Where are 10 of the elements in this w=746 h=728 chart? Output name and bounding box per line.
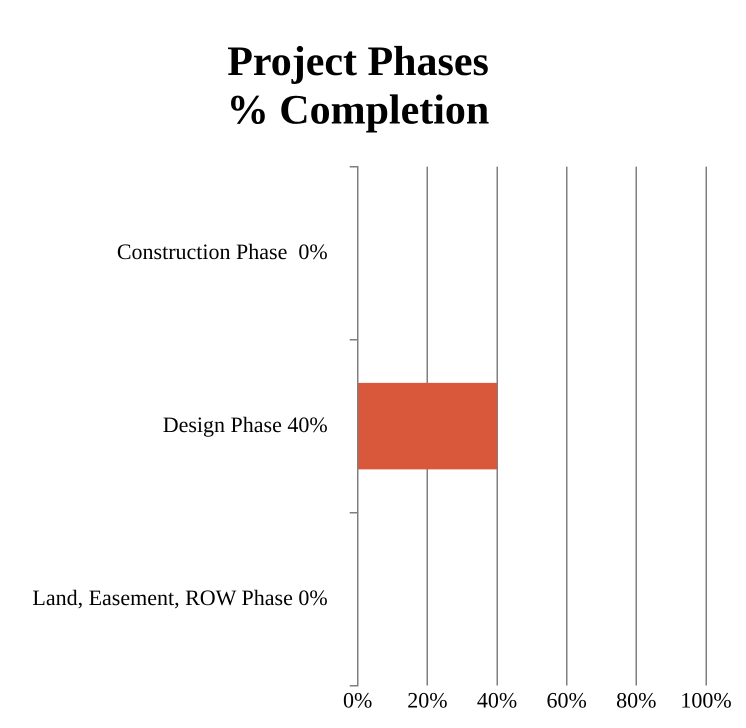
x-tick-label: 60% xyxy=(546,688,587,713)
x-tick-label: 40% xyxy=(476,688,518,713)
x-tick-label: 20% xyxy=(407,688,448,713)
x-tick-label: 0% xyxy=(343,688,372,713)
x-tick-label: 100% xyxy=(680,688,732,713)
y-tick-label: Land, Easement, ROW Phase 0% xyxy=(32,584,328,610)
chart-title: Project Phases % Completion xyxy=(226,38,490,134)
y-tick-label: Construction Phase 0% xyxy=(116,238,328,264)
x-tick-label: 80% xyxy=(616,688,657,713)
y-tick-label: Design Phase 40% xyxy=(162,412,328,437)
